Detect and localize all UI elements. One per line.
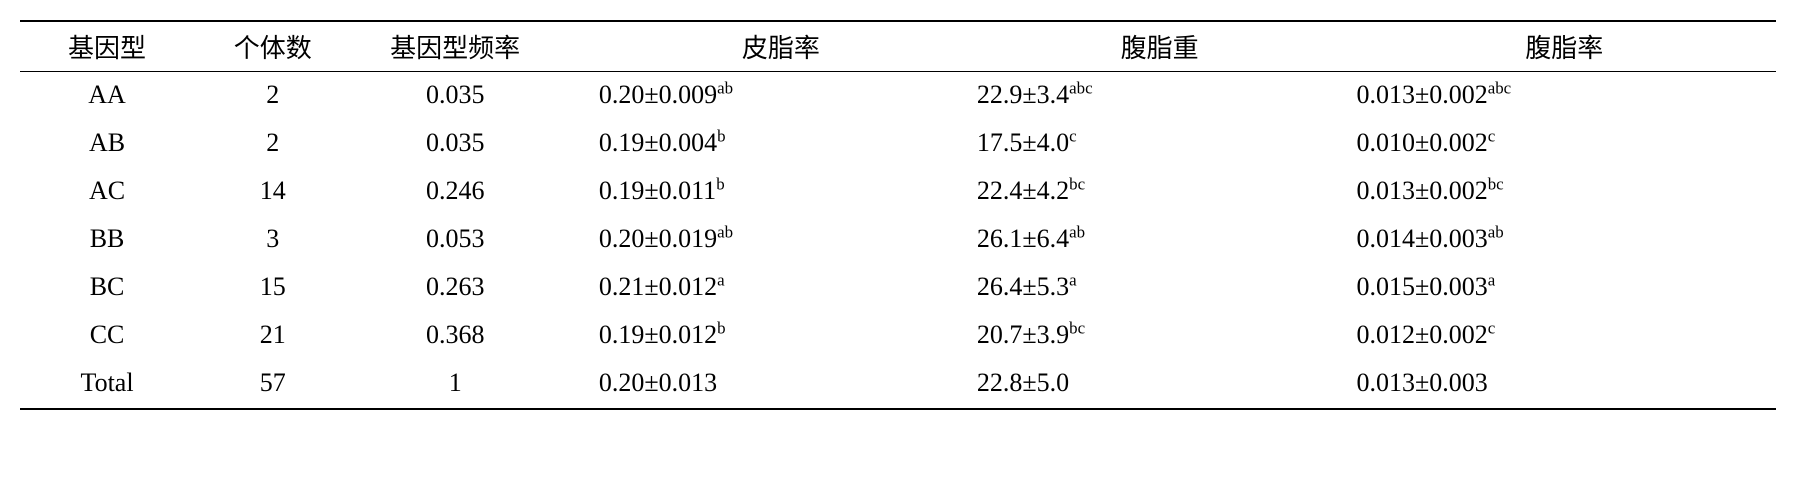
cell-abdw: 22.9±3.4abc xyxy=(967,72,1347,121)
cell-abdr-value: 0.013±0.002 xyxy=(1356,176,1487,205)
cell-freq: 0.035 xyxy=(352,120,559,168)
cell-abdw-value: 26.4±5.3 xyxy=(977,272,1069,301)
table-row: BB30.0530.20±0.019ab26.1±6.4ab0.014±0.00… xyxy=(20,216,1776,264)
cell-count: 14 xyxy=(194,168,351,216)
cell-skin-value: 0.20±0.019 xyxy=(599,224,717,253)
header-skin: 皮脂率 xyxy=(559,21,967,72)
cell-abdw: 22.4±4.2bc xyxy=(967,168,1347,216)
cell-abdw-value: 22.9±3.4 xyxy=(977,80,1069,109)
cell-abdr: 0.013±0.002bc xyxy=(1346,168,1776,216)
cell-skin-superscript: b xyxy=(716,174,724,193)
cell-abdr: 0.015±0.003a xyxy=(1346,264,1776,312)
cell-count: 57 xyxy=(194,360,351,409)
cell-count: 3 xyxy=(194,216,351,264)
header-freq: 基因型频率 xyxy=(352,21,559,72)
cell-abdw-value: 22.4±4.2 xyxy=(977,176,1069,205)
header-count: 个体数 xyxy=(194,21,351,72)
header-row: 基因型 个体数 基因型频率 皮脂率 腹脂重 腹脂率 xyxy=(20,21,1776,72)
cell-skin: 0.19±0.011b xyxy=(559,168,967,216)
cell-count: 2 xyxy=(194,120,351,168)
cell-count: 15 xyxy=(194,264,351,312)
cell-abdw-superscript: ab xyxy=(1069,222,1085,241)
header-abdw: 腹脂重 xyxy=(967,21,1347,72)
cell-genotype: Total xyxy=(20,360,194,409)
cell-abdr: 0.014±0.003ab xyxy=(1346,216,1776,264)
cell-count: 21 xyxy=(194,312,351,360)
genotype-table: 基因型 个体数 基因型频率 皮脂率 腹脂重 腹脂率 AA20.0350.20±0… xyxy=(20,20,1776,410)
cell-abdr: 0.013±0.002abc xyxy=(1346,72,1776,121)
cell-abdw-superscript: a xyxy=(1069,270,1077,289)
cell-freq: 0.035 xyxy=(352,72,559,121)
cell-abdr-value: 0.014±0.003 xyxy=(1356,224,1487,253)
cell-skin: 0.20±0.019ab xyxy=(559,216,967,264)
header-genotype: 基因型 xyxy=(20,21,194,72)
cell-freq: 0.246 xyxy=(352,168,559,216)
cell-abdr-value: 0.012±0.002 xyxy=(1356,320,1487,349)
cell-skin: 0.20±0.009ab xyxy=(559,72,967,121)
cell-abdw: 20.7±3.9bc xyxy=(967,312,1347,360)
cell-abdr-value: 0.010±0.002 xyxy=(1356,128,1487,157)
cell-abdr: 0.012±0.002c xyxy=(1346,312,1776,360)
cell-abdr-superscript: a xyxy=(1488,270,1496,289)
table-row: BC150.2630.21±0.012a26.4±5.3a0.015±0.003… xyxy=(20,264,1776,312)
cell-freq: 0.263 xyxy=(352,264,559,312)
cell-abdw: 26.4±5.3a xyxy=(967,264,1347,312)
cell-genotype: CC xyxy=(20,312,194,360)
cell-abdr-value: 0.013±0.003 xyxy=(1356,368,1487,397)
cell-abdw-value: 22.8±5.0 xyxy=(977,368,1069,397)
table-row: CC210.3680.19±0.012b20.7±3.9bc0.012±0.00… xyxy=(20,312,1776,360)
cell-freq: 0.368 xyxy=(352,312,559,360)
cell-skin: 0.20±0.013 xyxy=(559,360,967,409)
cell-abdr-superscript: bc xyxy=(1488,174,1504,193)
cell-abdr-superscript: ab xyxy=(1488,222,1504,241)
cell-skin-value: 0.19±0.012 xyxy=(599,320,717,349)
cell-abdr-value: 0.013±0.002 xyxy=(1356,80,1487,109)
cell-skin-superscript: b xyxy=(717,126,725,145)
cell-genotype: BB xyxy=(20,216,194,264)
cell-freq: 1 xyxy=(352,360,559,409)
cell-skin-superscript: ab xyxy=(717,78,733,97)
cell-skin-value: 0.19±0.011 xyxy=(599,176,716,205)
cell-abdw: 17.5±4.0c xyxy=(967,120,1347,168)
cell-abdr-superscript: c xyxy=(1488,318,1496,337)
cell-skin-value: 0.21±0.012 xyxy=(599,272,717,301)
cell-genotype: AC xyxy=(20,168,194,216)
cell-abdw-superscript: c xyxy=(1069,126,1077,145)
cell-genotype: AB xyxy=(20,120,194,168)
cell-skin: 0.19±0.004b xyxy=(559,120,967,168)
cell-skin-superscript: ab xyxy=(717,222,733,241)
cell-abdr-superscript: c xyxy=(1488,126,1496,145)
cell-abdw-value: 17.5±4.0 xyxy=(977,128,1069,157)
cell-freq: 0.053 xyxy=(352,216,559,264)
cell-abdw: 22.8±5.0 xyxy=(967,360,1347,409)
cell-abdw: 26.1±6.4ab xyxy=(967,216,1347,264)
cell-abdw-value: 20.7±3.9 xyxy=(977,320,1069,349)
cell-skin-superscript: b xyxy=(717,318,725,337)
cell-skin-value: 0.19±0.004 xyxy=(599,128,717,157)
table-row: AA20.0350.20±0.009ab22.9±3.4abc0.013±0.0… xyxy=(20,72,1776,121)
cell-abdw-superscript: bc xyxy=(1069,318,1085,337)
cell-abdw-superscript: abc xyxy=(1069,78,1092,97)
cell-skin: 0.21±0.012a xyxy=(559,264,967,312)
cell-abdr-value: 0.015±0.003 xyxy=(1356,272,1487,301)
cell-abdw-value: 26.1±6.4 xyxy=(977,224,1069,253)
cell-genotype: AA xyxy=(20,72,194,121)
cell-count: 2 xyxy=(194,72,351,121)
cell-skin-superscript: a xyxy=(717,270,725,289)
header-abdr: 腹脂率 xyxy=(1346,21,1776,72)
table-row: Total571 0.20±0.013 22.8±5.0 0.013±0.003 xyxy=(20,360,1776,409)
cell-abdr: 0.013±0.003 xyxy=(1346,360,1776,409)
table-row: AB20.0350.19±0.004b17.5±4.0c0.010±0.002c xyxy=(20,120,1776,168)
cell-skin-value: 0.20±0.013 xyxy=(599,368,717,397)
cell-skin: 0.19±0.012b xyxy=(559,312,967,360)
cell-genotype: BC xyxy=(20,264,194,312)
cell-abdr: 0.010±0.002c xyxy=(1346,120,1776,168)
table-body: AA20.0350.20±0.009ab22.9±3.4abc0.013±0.0… xyxy=(20,72,1776,410)
table-row: AC140.2460.19±0.011b22.4±4.2bc0.013±0.00… xyxy=(20,168,1776,216)
cell-skin-value: 0.20±0.009 xyxy=(599,80,717,109)
cell-abdr-superscript: abc xyxy=(1488,78,1511,97)
cell-abdw-superscript: bc xyxy=(1069,174,1085,193)
